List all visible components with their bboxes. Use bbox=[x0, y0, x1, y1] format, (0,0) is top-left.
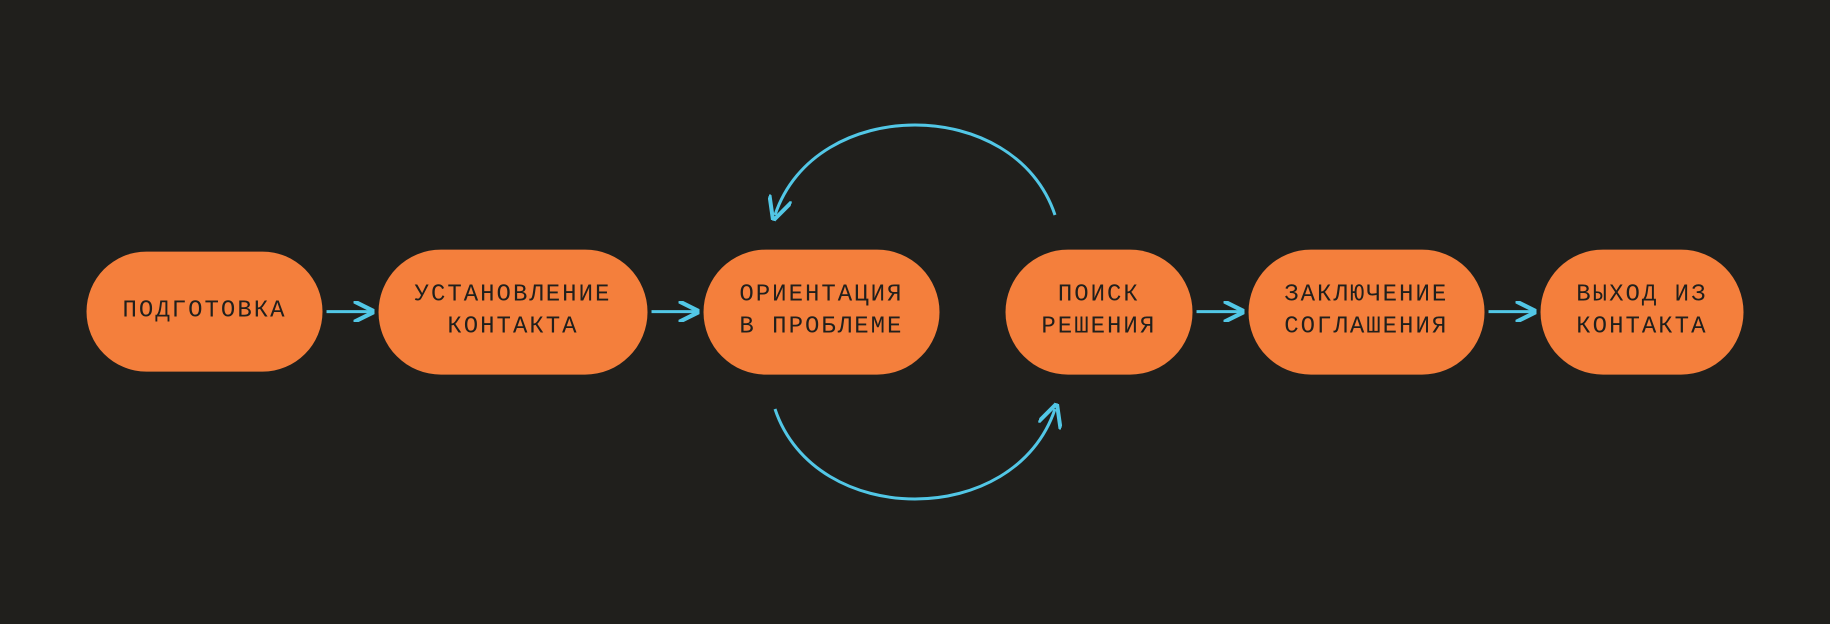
arrow-1-2 bbox=[323, 300, 379, 324]
arrow-5-6 bbox=[1484, 300, 1540, 324]
node-orientation: ОРИЕНТАЦИЯ В ПРОБЛЕМЕ bbox=[703, 250, 939, 375]
node-label: ЗАКЛЮЧЕНИЕ СОГЛАШЕНИЯ bbox=[1284, 280, 1448, 345]
arrow-4-5 bbox=[1192, 300, 1248, 324]
node-establish-contact: УСТАНОВЛЕНИЕ КОНТАКТА bbox=[379, 250, 648, 375]
node-label: УСТАНОВЛЕНИЕ КОНТАКТА bbox=[415, 280, 612, 345]
arrow-2-3 bbox=[647, 300, 703, 324]
node-label: ВЫХОД ИЗ КОНТАКТА bbox=[1576, 280, 1707, 345]
node-label: ПОИСК РЕШЕНИЯ bbox=[1041, 280, 1156, 345]
node-preparation: ПОДГОТОВКА bbox=[87, 252, 323, 372]
node-agreement: ЗАКЛЮЧЕНИЕ СОГЛАШЕНИЯ bbox=[1248, 250, 1484, 375]
node-exit-contact: ВЫХОД ИЗ КОНТАКТА bbox=[1540, 250, 1743, 375]
node-search-solution: ПОИСК РЕШЕНИЯ bbox=[1005, 250, 1192, 375]
node-label: ПОДГОТОВКА bbox=[123, 296, 287, 328]
flow-row: ПОДГОТОВКА УСТАНОВЛЕНИЕ КОНТАКТА ОРИЕНТА… bbox=[87, 250, 1744, 375]
node-label: ОРИЕНТАЦИЯ В ПРОБЛЕМЕ bbox=[739, 280, 903, 345]
